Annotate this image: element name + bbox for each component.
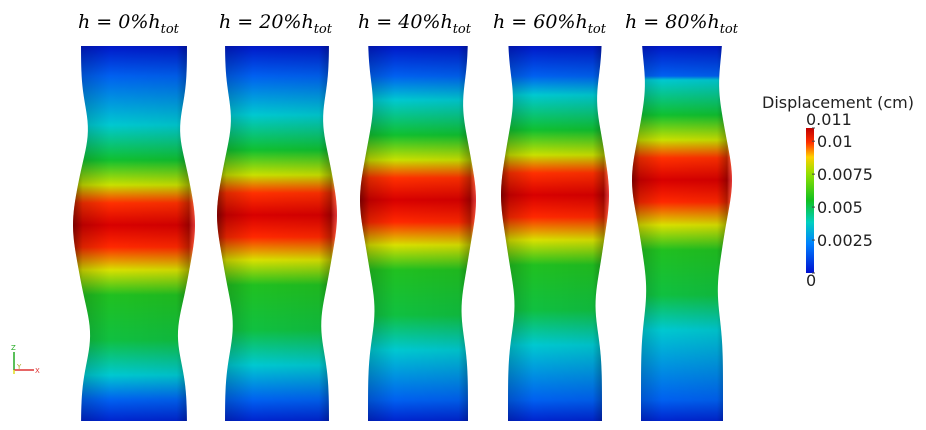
cylinder-shading: [217, 46, 337, 421]
label-main: h = 40%h: [358, 11, 453, 33]
label-sub: tot: [161, 22, 180, 37]
panel-label: h = 20%htot: [219, 11, 333, 37]
panel-label: h = 0%htot: [78, 11, 180, 37]
tick-label: 0.0025: [817, 231, 873, 250]
figure: Z Y X h = 0%htoth = 20%htoth = 40%htoth …: [0, 0, 926, 430]
label-sub: tot: [314, 22, 333, 37]
label-sub: tot: [588, 22, 607, 37]
panel-label: h = 80%htot: [625, 11, 739, 37]
label-main: h = 0%h: [78, 11, 161, 33]
panel-label: h = 40%htot: [358, 11, 472, 37]
axis-label: Y: [16, 363, 22, 371]
colorbar: [806, 128, 814, 273]
label-main: h = 80%h: [625, 11, 720, 33]
cylinder-shading: [501, 46, 609, 421]
label-sub: tot: [720, 22, 739, 37]
label-main: h = 60%h: [493, 11, 588, 33]
tick-label: 0.01: [817, 132, 853, 151]
label-sub: tot: [453, 22, 472, 37]
panel-label: h = 60%htot: [493, 11, 607, 37]
axes-triad: Z Y X: [11, 344, 40, 375]
tick-label: 0.011: [806, 110, 852, 129]
tick-label: 0: [806, 271, 816, 290]
cylinder-shading: [632, 46, 732, 421]
tick-label: 0.0075: [817, 165, 873, 184]
label-main: h = 20%h: [219, 11, 314, 33]
cylinder-shading: [73, 46, 195, 421]
tick-label: 0.005: [817, 198, 863, 217]
cylinder-shading: [360, 46, 476, 421]
axis-label: Z: [11, 344, 16, 352]
axis-label: X: [35, 367, 40, 375]
